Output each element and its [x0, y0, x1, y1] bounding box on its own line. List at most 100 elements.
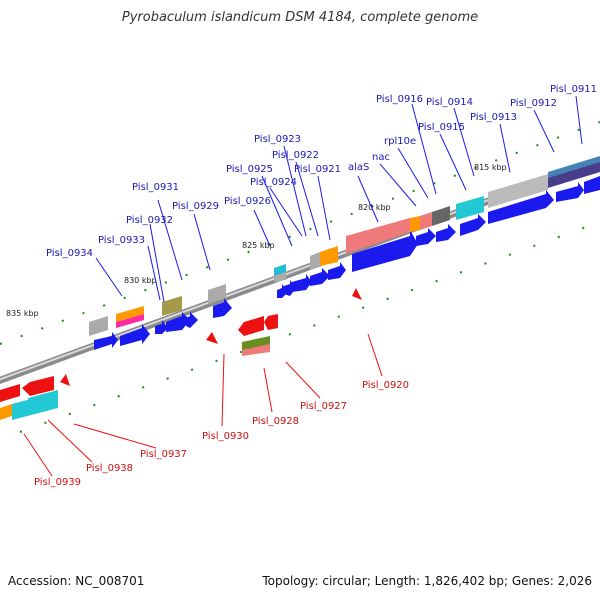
gene-label[interactable]: rpl10e: [384, 136, 416, 147]
leader-line: [269, 187, 303, 237]
leader-line: [95, 257, 123, 297]
forward-cds-arrow[interactable]: [94, 332, 118, 350]
gene-label[interactable]: nac: [372, 152, 390, 163]
gene-label[interactable]: Pisl_0931: [132, 182, 179, 193]
leader-line: [73, 423, 157, 449]
reverse-cds-arrow[interactable]: [264, 314, 278, 330]
forward-cds-arrow[interactable]: [310, 268, 330, 286]
forward-cds-arrow[interactable]: [436, 224, 456, 242]
feature-box-darkgray[interactable]: [432, 206, 450, 226]
scale-label: 830 kbp: [124, 276, 157, 285]
feature-box-salmon[interactable]: [242, 344, 270, 356]
feature-box-gray[interactable]: [89, 316, 108, 336]
gene-label[interactable]: Pisl_0932: [126, 215, 173, 226]
leader-line: [411, 103, 437, 195]
gene-label[interactable]: Pisl_0930: [202, 431, 249, 442]
reverse-cds-arrow[interactable]: [0, 384, 20, 402]
feature-box-orange[interactable]: [0, 404, 12, 420]
accession-text: Accession: NC_008701: [8, 574, 145, 588]
feature-box-salmon[interactable]: [420, 212, 432, 230]
reverse-cds-arrow[interactable]: [206, 332, 218, 344]
leader-line: [47, 419, 93, 463]
genome-title: Pyrobaculum islandicum DSM 4184, complet…: [121, 10, 479, 25]
reverse-cds-arrow[interactable]: [238, 316, 264, 336]
feature-box-orange[interactable]: [320, 246, 338, 266]
gene-label[interactable]: Pisl_0933: [98, 235, 145, 246]
leader-line: [367, 333, 383, 377]
forward-cds-arrow[interactable]: [488, 190, 554, 224]
leader-line: [285, 361, 321, 399]
feature-box-cyan[interactable]: [456, 196, 484, 220]
leader-line: [575, 95, 583, 145]
forward-cds-arrow[interactable]: [352, 230, 418, 272]
scale-label: 825 kbp: [242, 241, 275, 250]
forward-feature-boxes: [89, 156, 600, 336]
feature-box-darkslate[interactable]: [548, 162, 600, 188]
gene-label[interactable]: Pisl_0911: [550, 84, 597, 95]
reverse-cds-arrow[interactable]: [60, 374, 70, 386]
gene-label[interactable]: Pisl_0928: [252, 416, 299, 427]
gene-label[interactable]: Pisl_0915: [418, 122, 465, 133]
forward-labels: Pisl_0934 Pisl_0933 Pisl_0932 Pisl_0931 …: [46, 84, 597, 259]
forward-cds-arrow[interactable]: [584, 176, 600, 194]
gene-label[interactable]: Pisl_0921: [294, 164, 341, 175]
leader-line: [253, 209, 271, 247]
leader-line: [499, 123, 511, 173]
gene-label[interactable]: Pisl_0926: [224, 196, 271, 207]
feature-box-gray[interactable]: [310, 252, 320, 270]
gene-label[interactable]: Pisl_0938: [86, 463, 133, 474]
forward-cds-arrow[interactable]: [213, 298, 232, 318]
feature-box-gray[interactable]: [208, 284, 226, 304]
genome-stats-text: Topology: circular; Length: 1,826,402 bp…: [262, 574, 592, 588]
forward-cds-arrow[interactable]: [155, 320, 168, 334]
gene-label[interactable]: Pisl_0924: [250, 177, 297, 188]
leader-line: [379, 163, 417, 207]
feature-box-orange[interactable]: [410, 216, 420, 232]
feature-box-gray[interactable]: [488, 174, 548, 208]
feature-box-olive[interactable]: [162, 296, 182, 316]
gene-label[interactable]: Pisl_0922: [272, 150, 319, 161]
gene-label[interactable]: Pisl_0913: [470, 112, 517, 123]
gene-label[interactable]: Pisl_0929: [172, 201, 219, 212]
forward-cds-arrow[interactable]: [166, 312, 190, 332]
forward-cds-arrow[interactable]: [120, 324, 150, 346]
forward-cds-arrow[interactable]: [292, 274, 312, 292]
feature-box-cyan[interactable]: [28, 390, 58, 410]
leader-line: [149, 223, 165, 303]
scale-label: 835 kbp: [6, 309, 39, 318]
feature-box-magenta[interactable]: [116, 314, 144, 328]
gene-label[interactable]: Pisl_0927: [300, 401, 347, 412]
forward-cds-arrow[interactable]: [328, 262, 346, 280]
gene-label[interactable]: Pisl_0920: [362, 380, 409, 391]
gene-label[interactable]: Pisl_0937: [140, 449, 187, 460]
leader-line: [453, 107, 475, 177]
reverse-cds-track: [0, 288, 362, 420]
leader-line: [147, 245, 161, 301]
feature-box-orange[interactable]: [116, 306, 144, 322]
leader-line: [295, 161, 319, 237]
reverse-cds-arrow[interactable]: [352, 288, 362, 300]
gene-label[interactable]: alaS: [348, 162, 369, 173]
gene-label[interactable]: Pisl_0914: [426, 97, 473, 108]
leader-line: [439, 133, 467, 191]
forward-cds-track: [94, 176, 600, 350]
feature-box-gray[interactable]: [274, 272, 286, 282]
leader-line: [263, 367, 273, 413]
leader-line: [283, 145, 307, 237]
gene-label[interactable]: Pisl_0925: [226, 164, 273, 175]
gene-label[interactable]: Pisl_0939: [34, 477, 81, 488]
forward-cds-arrow[interactable]: [460, 214, 486, 236]
gene-label[interactable]: Pisl_0912: [510, 98, 557, 109]
leader-line: [23, 433, 53, 477]
gene-label[interactable]: Pisl_0916: [376, 94, 423, 105]
forward-cds-arrow[interactable]: [416, 228, 436, 246]
forward-cds-arrow[interactable]: [186, 312, 198, 328]
forward-cds-arrow[interactable]: [556, 182, 584, 202]
gene-label[interactable]: Pisl_0934: [46, 248, 93, 259]
forward-cds-arrow[interactable]: [277, 284, 288, 298]
gene-label[interactable]: Pisl_0923: [254, 134, 301, 145]
reverse-cds-arrow[interactable]: [22, 376, 54, 396]
feature-box-salmon[interactable]: [346, 218, 410, 254]
leader-line: [261, 175, 293, 247]
